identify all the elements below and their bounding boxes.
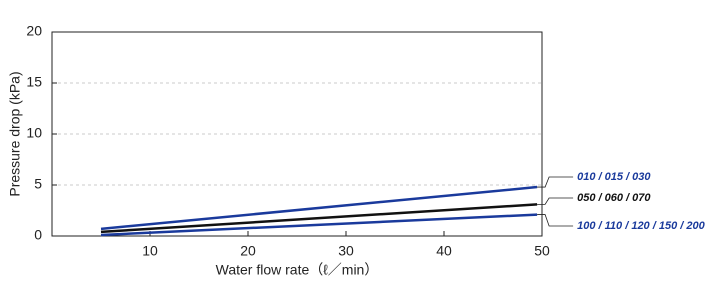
x-tick-label: 20 — [240, 243, 256, 259]
legend-label: 010 / 015 / 030 — [577, 171, 651, 183]
series-line — [100, 203, 538, 234]
series-line — [100, 213, 538, 237]
x-tick-label: 50 — [534, 243, 550, 259]
x-axis-label: Water flow rate（ℓ／min） — [216, 262, 379, 278]
legend-label: 100 / 110 / 120 / 150 / 200 — [577, 220, 706, 232]
leader-line — [537, 197, 574, 205]
y-tick-label: 5 — [34, 176, 42, 192]
x-tick-label: 30 — [338, 243, 354, 259]
y-tick-label: 15 — [26, 74, 42, 90]
y-tick-label: 20 — [26, 23, 42, 39]
plot-frame — [51, 31, 543, 237]
leader-line — [537, 176, 574, 188]
y-tick-label: 10 — [26, 125, 42, 141]
y-axis-label: Pressure drop (kPa) — [7, 71, 23, 196]
leader-line — [537, 214, 574, 227]
y-tick-label: 0 — [34, 227, 42, 243]
legend-label: 050 / 060 / 070 — [577, 192, 651, 204]
series-line — [100, 185, 538, 231]
x-tick-label: 10 — [142, 243, 158, 259]
x-tick-label: 40 — [436, 243, 452, 259]
